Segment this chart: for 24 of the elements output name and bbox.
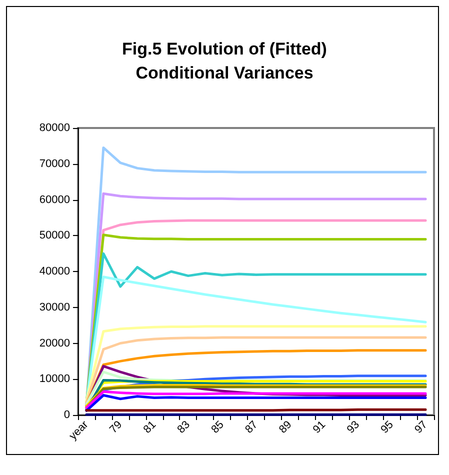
y-tick-label: 0 (64, 409, 70, 421)
y-tick-label: 20000 (39, 337, 70, 350)
chart-title: Fig.5 Evolution of (Fitted) Conditional Variances (122, 40, 327, 82)
x-tick-label: 93 (344, 418, 362, 436)
x-tick-label: 79 (108, 418, 125, 436)
y-tick-label: 10000 (39, 373, 70, 386)
line-series (85, 336, 427, 404)
line-series (85, 394, 427, 412)
x-tick-label: 95 (378, 418, 396, 436)
x-tick-label: 89 (277, 418, 294, 436)
y-tick-label: 70000 (39, 158, 70, 170)
x-tick-label: 85 (209, 418, 226, 436)
x-tick-label: 91 (310, 418, 328, 436)
y-tick-label: 50000 (39, 230, 70, 242)
y-tick-label: 80000 (39, 122, 70, 134)
line-series (85, 390, 427, 410)
x-tick-label: 83 (175, 418, 192, 436)
x-tick-label: 97 (412, 418, 430, 436)
x-tick-label: 87 (243, 418, 260, 436)
y-tick-label: 40000 (39, 266, 70, 278)
y-tick-label: 30000 (39, 301, 70, 314)
y-tick-label: 60000 (39, 194, 70, 206)
line-series (85, 325, 427, 402)
x-tick-label: 81 (141, 418, 159, 436)
